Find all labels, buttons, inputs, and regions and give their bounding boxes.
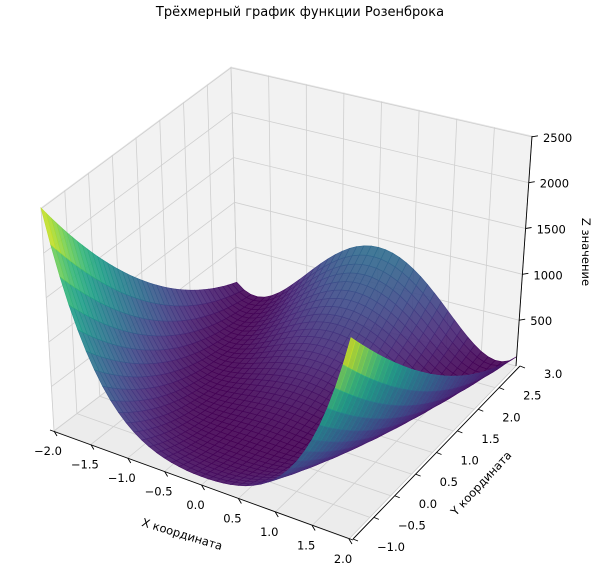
surface-mesh bbox=[40, 207, 517, 487]
y-tick-label: 0.0 bbox=[419, 497, 437, 511]
y-tick-label: 2.5 bbox=[523, 389, 541, 403]
y-tick-label: 3.0 bbox=[544, 367, 562, 381]
y-tick-mark bbox=[519, 365, 526, 369]
x-tick-label: −2.0 bbox=[34, 444, 62, 458]
z-tick-label: 1500 bbox=[537, 222, 566, 236]
z-tick-label: 1000 bbox=[533, 268, 562, 282]
y-tick-label: 1.0 bbox=[461, 454, 479, 468]
y-tick-mark bbox=[436, 452, 442, 455]
z-tick-label: 2500 bbox=[543, 131, 572, 145]
y-tick-mark bbox=[373, 516, 380, 520]
y-tick-label: 2.0 bbox=[502, 410, 520, 424]
x-tick-mark bbox=[127, 457, 132, 464]
z-axis-line bbox=[515, 135, 533, 367]
x-tick-mark bbox=[311, 525, 316, 531]
y-tick-label: 1.5 bbox=[481, 432, 499, 446]
x-tick-mark bbox=[201, 484, 205, 491]
chart-title: Трёхмерный график функции Розенброка bbox=[155, 5, 444, 20]
x-tick-label: 1.5 bbox=[297, 539, 315, 553]
y-tick-mark bbox=[415, 473, 421, 477]
x-tick-mark bbox=[237, 498, 242, 504]
y-tick-label: 0.5 bbox=[440, 475, 458, 489]
x-tick-mark bbox=[348, 538, 353, 545]
y-tick-mark bbox=[457, 430, 463, 434]
x-tick-mark bbox=[90, 444, 95, 450]
y-tick-mark bbox=[478, 408, 484, 412]
z-grid-line bbox=[43, 112, 529, 254]
x-tick-mark bbox=[274, 511, 279, 518]
z-tick-mark bbox=[528, 181, 535, 184]
z-tick-mark bbox=[531, 135, 539, 138]
surface-facet bbox=[40, 207, 57, 250]
x-tick-mark bbox=[53, 430, 58, 437]
z-tick-mark bbox=[525, 227, 532, 229]
x-tick-label: 0.5 bbox=[223, 512, 241, 526]
x-tick-label: 0.0 bbox=[186, 498, 204, 512]
x-tick-label: −1.0 bbox=[108, 471, 136, 485]
x-tick-label: 2.0 bbox=[334, 552, 352, 566]
x-tick-label: −0.5 bbox=[145, 485, 173, 499]
y-tick-mark bbox=[394, 495, 400, 499]
x-tick-label: 1.0 bbox=[260, 525, 278, 539]
z-axis-label: Z значение bbox=[579, 218, 593, 286]
y-tick-mark bbox=[352, 538, 359, 542]
axes: −2.0−1.5−1.0−0.50.00.51.01.52.0−1.0−0.50… bbox=[34, 131, 572, 566]
x-tick-label: −1.5 bbox=[71, 458, 99, 472]
z-tick-label: 2000 bbox=[540, 177, 569, 191]
x-tick-mark bbox=[164, 471, 169, 477]
x-axis-label: X координата bbox=[140, 515, 224, 553]
y-tick-label: −1.0 bbox=[377, 540, 405, 554]
z-grid-line bbox=[40, 67, 532, 210]
z-grid-line bbox=[45, 157, 526, 299]
y-tick-mark bbox=[498, 387, 505, 391]
z-tick-label: 500 bbox=[530, 314, 552, 328]
z-tick-mark bbox=[519, 318, 526, 321]
y-tick-label: −0.5 bbox=[398, 518, 426, 532]
z-tick-mark bbox=[522, 272, 529, 275]
